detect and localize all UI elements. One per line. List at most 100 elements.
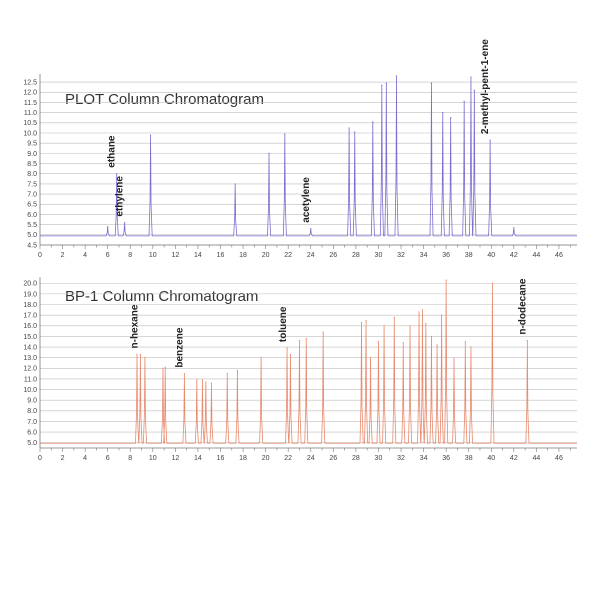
y-tick-label: 8.5 [27,161,37,168]
peak-point [260,357,262,359]
y-tick-label: 17.0 [23,313,37,320]
peak-point [393,316,395,318]
peak-point [139,353,142,356]
peak-annotation: toluene [278,306,289,342]
peak-annotation: ethylene [115,176,126,217]
peak-point [464,341,466,343]
chart-title: BP-1 Column Chromatogram [65,288,258,305]
x-tick-label: 2 [61,455,65,462]
y-tick-label: 9.0 [27,398,37,405]
peak-point [425,323,427,325]
peak-point [372,121,374,123]
peak-point [210,382,213,384]
y-tick-label: 10.0 [23,387,37,394]
x-tick-label: 44 [532,252,540,259]
peak-point [305,337,307,340]
peak-point [377,341,380,343]
x-tick-label: 26 [329,252,337,259]
peak-point [418,311,420,313]
peak-annotation: benzene [174,327,185,367]
x-tick-label: 38 [465,455,473,462]
x-tick-label: 30 [375,252,383,259]
x-tick-label: 12 [171,455,179,462]
y-tick-label: 5.0 [27,232,37,239]
peak-annotation: n-hexane [129,304,140,348]
x-tick-label: 40 [487,455,495,462]
peak-point [236,369,239,372]
x-tick-label: 36 [442,455,450,462]
y-tick-label: 11.0 [24,376,37,383]
peak-point [201,379,204,381]
peak-point [430,335,433,337]
x-tick-label: 18 [239,252,247,259]
x-tick-label: 30 [375,455,383,462]
chromatogram-trace [40,75,577,237]
x-tick-label: 42 [510,252,518,259]
peak-point [409,325,411,327]
peak-point [445,279,447,281]
y-tick-label: 11.0 [24,110,37,117]
peak-point [234,183,236,185]
x-tick-label: 28 [352,455,360,462]
peak-annotation: 2-methyl-pent-1-ene [480,39,491,134]
peak-annotation: n-dodecane [517,278,528,335]
peak-point [348,127,350,129]
peak-point [289,353,292,356]
y-tick-label: 14.0 [23,344,37,351]
peak-point [286,347,288,349]
y-tick-label: 8.0 [27,408,37,415]
peak-point [268,152,270,154]
x-tick-label: 18 [239,455,247,462]
x-tick-label: 8 [128,252,132,259]
x-tick-label: 16 [217,455,225,462]
x-tick-label: 40 [487,252,495,259]
peak-point [441,314,443,316]
x-tick-label: 14 [194,455,202,462]
peak-point [385,82,387,84]
y-tick-label: 18.0 [23,302,37,309]
peak-point [383,325,385,327]
y-tick-label: 6.5 [27,202,37,209]
peak-point [381,84,383,86]
chromatogram-trace [40,279,577,444]
x-tick-label: 10 [149,455,157,462]
peak-point [395,75,398,77]
peak-point [107,226,109,228]
peak-point [470,76,472,78]
chart-title: PLOT Column Chromatogram [65,91,264,108]
x-tick-label: 0 [38,252,42,259]
peak-point [489,139,491,141]
y-tick-label: 12.0 [23,366,37,373]
x-tick-label: 4 [83,455,87,462]
peak-point [124,222,126,224]
y-tick-label: 5.0 [27,440,37,447]
x-tick-label: 20 [262,455,270,462]
peak-point [463,100,465,103]
y-tick-label: 19.0 [23,291,37,298]
y-tick-label: 10.5 [23,120,37,127]
x-tick-label: 10 [149,252,157,259]
peak-point [473,89,475,91]
x-tick-label: 32 [397,455,405,462]
x-tick-label: 8 [128,455,132,462]
peak-point [442,112,444,114]
x-tick-label: 34 [420,252,428,259]
peak-point [284,133,286,135]
y-tick-label: 6.0 [27,429,37,436]
peak-point [310,228,312,230]
x-tick-label: 16 [217,252,225,259]
peak-point [436,344,438,346]
x-tick-label: 6 [106,455,110,462]
peak-point [450,117,452,119]
peak-point [116,173,118,175]
y-tick-label: 8.0 [27,171,37,178]
x-tick-label: 2 [61,252,65,259]
peak-point [421,309,424,311]
peak-point [162,367,164,369]
plot-column-chromatogram: PLOT Column Chromatogram 4.5 5.0 5.5 6.0 6.5… [23,39,577,259]
peak-point [513,227,515,229]
x-tick-label: 46 [555,455,563,462]
peak-point [526,340,528,342]
peak-point [491,282,493,284]
peak-point [164,366,166,368]
